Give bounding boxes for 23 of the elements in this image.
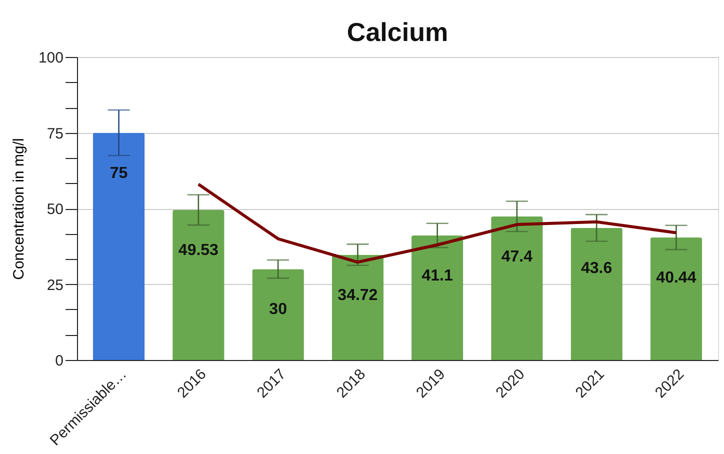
- bar: [411, 235, 464, 360]
- data-label: 30: [269, 301, 288, 318]
- data-label: 43.6: [581, 260, 612, 277]
- bar: [491, 216, 543, 360]
- y-tick-label: 50: [46, 201, 64, 218]
- y-tick-label: 100: [38, 50, 64, 66]
- data-label: 47.4: [501, 248, 533, 266]
- bar: [252, 269, 304, 360]
- bar: [172, 210, 224, 360]
- data-label: 40.44: [656, 269, 696, 286]
- data-label: 34.72: [338, 286, 378, 304]
- bar: [570, 228, 622, 360]
- data-label: 49.53: [178, 242, 219, 259]
- chart-title: Calcium: [346, 17, 448, 47]
- data-label: 75: [110, 164, 128, 182]
- y-tick-label: 25: [46, 276, 64, 294]
- bar: [650, 237, 702, 360]
- y-tick-label: 75: [46, 125, 64, 142]
- y-tick-label: 0: [55, 352, 64, 370]
- bar: [92, 132, 145, 360]
- bar: [332, 254, 384, 360]
- data-label: 41.1: [422, 267, 453, 284]
- y-axis-title: Concentration in mg/l: [10, 138, 28, 280]
